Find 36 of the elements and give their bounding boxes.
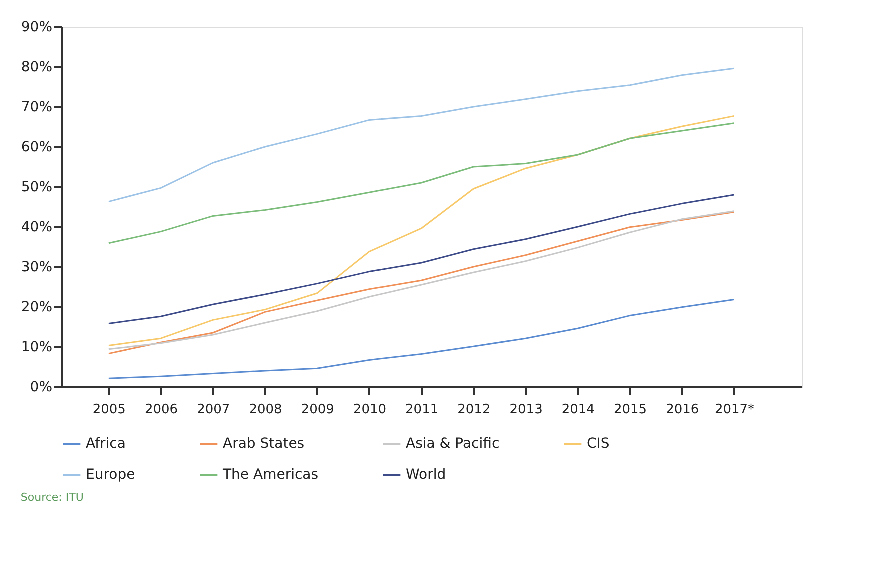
legend-label: Africa <box>86 436 126 452</box>
x-tick-label: 2010 <box>353 402 387 418</box>
x-tick-label: 2014 <box>562 402 595 418</box>
x-tick-label: 2015 <box>614 402 648 418</box>
legend-label: The Americas <box>222 467 319 483</box>
y-tick-label: 80% <box>21 60 52 76</box>
x-tick-label: 2005 <box>92 402 126 418</box>
x-tick-label: 2009 <box>301 402 334 418</box>
x-tick-label: 2006 <box>144 402 178 418</box>
x-tick-label: 2013 <box>510 402 543 418</box>
legend-label: Asia & Pacific <box>406 436 500 452</box>
y-tick-label: 60% <box>21 140 52 156</box>
y-tick-label: 10% <box>21 340 52 356</box>
x-tick-label: 2008 <box>249 402 282 418</box>
y-tick-label: 90% <box>21 20 52 36</box>
y-tick-label: 50% <box>21 180 52 196</box>
x-tick-label: 2016 <box>666 402 700 418</box>
y-tick-label: 0% <box>30 380 52 396</box>
x-tick-label: 2017* <box>714 402 756 418</box>
x-tick-label: 2012 <box>458 402 491 418</box>
line-series <box>108 299 736 380</box>
x-tick-label: 2007 <box>197 402 230 418</box>
legend-label: Arab States <box>223 436 305 452</box>
y-tick-label: 30% <box>21 260 52 276</box>
line-series <box>108 68 736 203</box>
legend-label: CIS <box>587 436 610 452</box>
legend-label: Europe <box>86 467 136 483</box>
line-series <box>108 115 736 347</box>
x-tick-label: 2011 <box>406 402 439 418</box>
line-series <box>108 194 736 325</box>
legend-label: World <box>406 467 446 483</box>
y-tick-label: 70% <box>21 100 52 116</box>
source-note: Source: ITU <box>20 491 84 504</box>
y-tick-label: 20% <box>21 300 52 316</box>
y-tick-label: 40% <box>21 220 52 236</box>
line-series <box>108 122 736 244</box>
